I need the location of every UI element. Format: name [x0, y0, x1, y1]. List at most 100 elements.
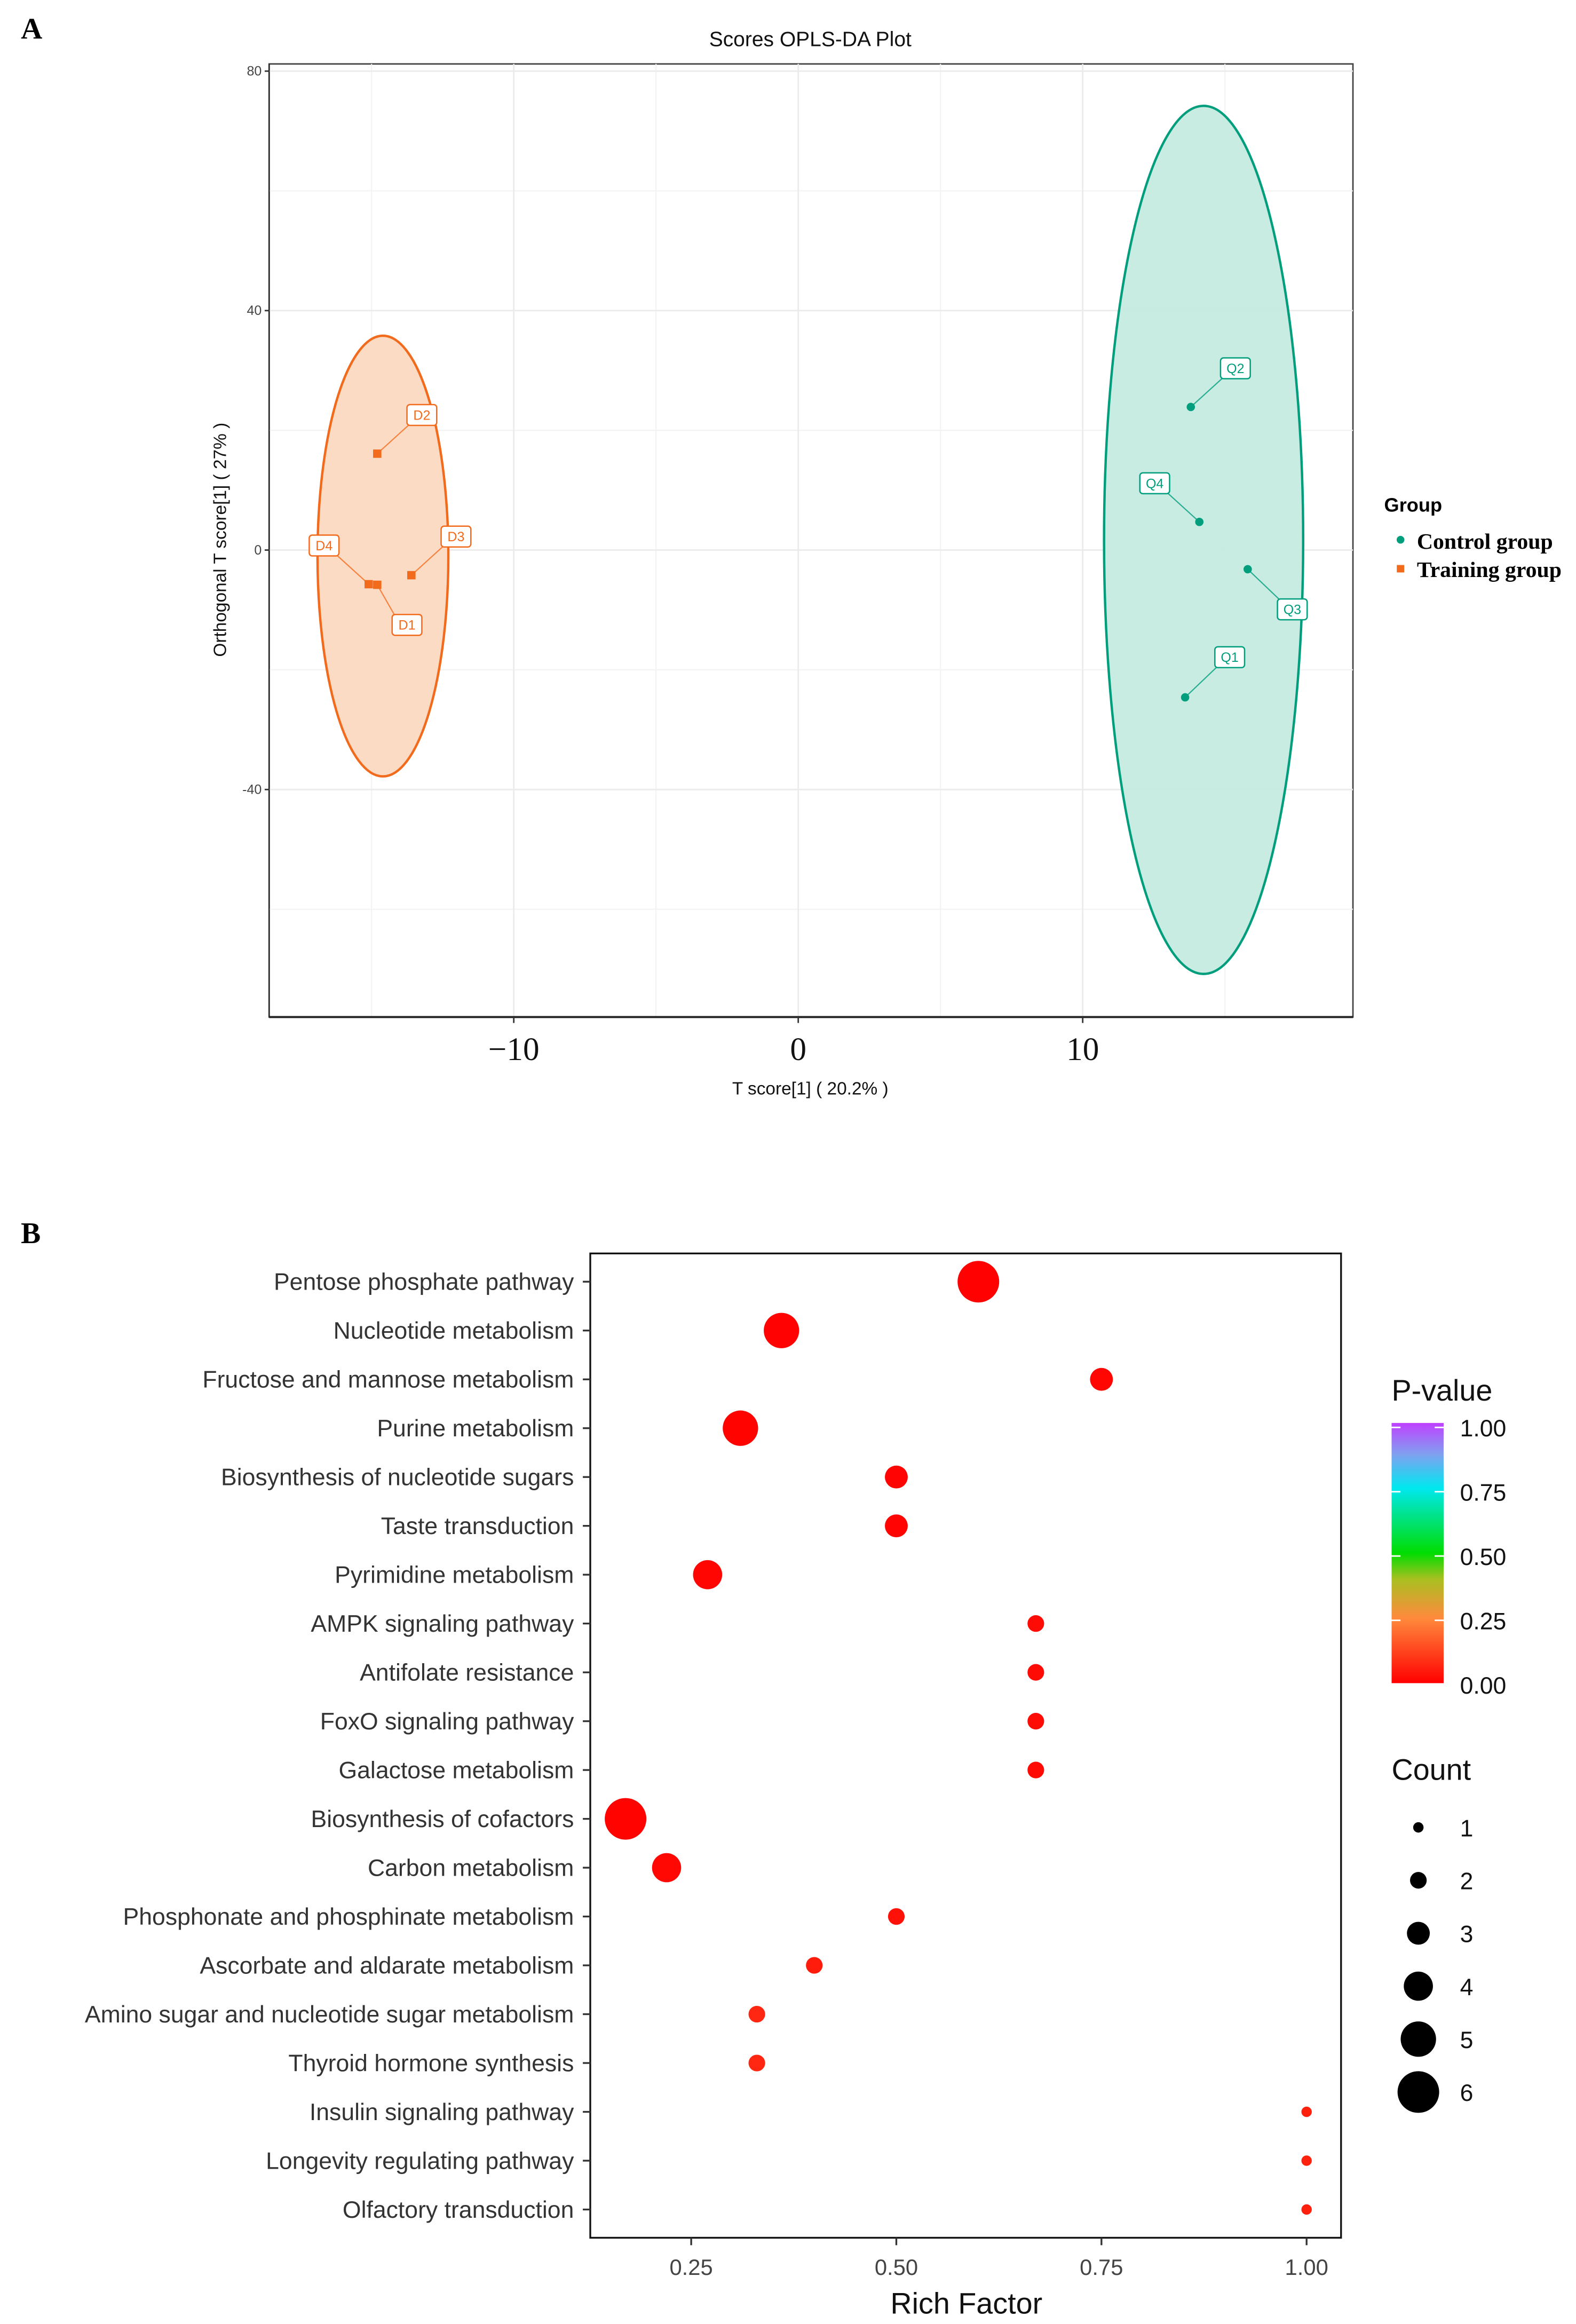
- bubble: [748, 2054, 765, 2072]
- bubble: [748, 2005, 765, 2023]
- pathway-label: Antifolate resistance: [360, 1659, 574, 1686]
- pathway-row: Antifolate resistance: [360, 1659, 1044, 1686]
- x-tick-label: −10: [488, 1031, 540, 1068]
- confidence-ellipses: [316, 105, 1305, 975]
- axes: 0.25 0.50 0.75 1.00: [669, 2238, 1328, 2280]
- pathway-row: Pentose phosphate pathway: [274, 1261, 1000, 1303]
- panel-label-a: A: [21, 12, 42, 45]
- bubble: [1301, 2204, 1312, 2215]
- count-legend-label: 3: [1460, 1922, 1474, 1948]
- point-label-box: [1277, 598, 1308, 621]
- pathway-label: AMPK signaling pathway: [311, 1611, 574, 1637]
- point-label: Q2: [1226, 361, 1244, 376]
- pathway-label: Biosynthesis of cofactors: [311, 1806, 574, 1832]
- colorbar-tick-label: 0.25: [1460, 1608, 1507, 1634]
- pathway-label: Taste transduction: [381, 1513, 574, 1539]
- pathway-row: Thyroid hormone synthesis: [288, 2050, 765, 2076]
- count-legend: Count 1 2 3 4 5 6: [1391, 1753, 1473, 2113]
- bubble: [1027, 1664, 1044, 1681]
- point-label: Q3: [1284, 603, 1301, 618]
- count-legend-label: 5: [1460, 2027, 1474, 2053]
- axes: −10 0 10 80 40 0 -40: [242, 64, 1353, 1068]
- pathway-row: Fructose and mannose metabolism: [202, 1367, 1113, 1393]
- pathway-label: Ascorbate and aldarate metabolism: [200, 1953, 574, 1979]
- bubble: [723, 1410, 758, 1446]
- count-legend-marker: [1407, 1922, 1430, 1945]
- kegg-enrichment-bubble-plot: Pentose phosphate pathway Nucleotide meta…: [85, 1252, 1506, 2320]
- point-label: Q1: [1221, 650, 1238, 665]
- count-legend-marker: [1404, 1971, 1433, 2001]
- data-point: [407, 571, 416, 580]
- label-leader-line: [1184, 666, 1218, 698]
- legend-marker-control: [1396, 535, 1405, 544]
- pvalue-colorbar: [1391, 1422, 1444, 1683]
- point-label: Q4: [1146, 476, 1163, 491]
- pathway-label: FoxO signaling pathway: [320, 1709, 574, 1735]
- x-tick-label: 1.00: [1285, 2255, 1328, 2280]
- count-legend-marker: [1413, 1822, 1424, 1833]
- y-tick-label: 40: [247, 303, 262, 318]
- bubble: [764, 1313, 799, 1348]
- pathway-row: Pyrimidine metabolism: [335, 1560, 723, 1590]
- point-label: D4: [315, 539, 332, 554]
- pathway-row: Insulin signaling pathway: [310, 2099, 1312, 2125]
- count-legend-marker: [1397, 2071, 1439, 2113]
- colorbar-tick-label: 1.00: [1460, 1416, 1507, 1442]
- y-tick-label: -40: [242, 782, 262, 797]
- pathway-row: AMPK signaling pathway: [311, 1611, 1044, 1637]
- sample-points: Q1 Q2 Q3 Q4 D1 D2 D3 D4: [308, 357, 1308, 702]
- bubble: [1301, 2106, 1312, 2117]
- bubble: [1027, 1713, 1044, 1730]
- point-label-box: [308, 534, 340, 557]
- point-label-box: [440, 525, 472, 548]
- pathway-row: Amino sugar and nucleotide sugar metabol…: [85, 2002, 765, 2028]
- legend-title: Group: [1384, 494, 1443, 516]
- count-legend-marker: [1400, 2021, 1436, 2057]
- bubble: [888, 1908, 905, 1925]
- y-tick-label: 80: [247, 64, 262, 79]
- legend-entry-training: Training group: [1417, 558, 1562, 582]
- pathway-row: Longevity regulating pathway: [266, 2148, 1312, 2174]
- label-leader-line: [411, 545, 445, 576]
- data-point: [1244, 565, 1252, 574]
- x-tick-label: 0.75: [1080, 2255, 1123, 2280]
- opls-da-plot: Scores OPLS-DA Plot Q1 Q2 Q3 Q4 D1 D2 D3 D4 −10…: [211, 28, 1562, 1098]
- pathway-row: Carbon metabolism: [368, 1853, 682, 1883]
- pvalue-legend-title: P-value: [1391, 1374, 1492, 1407]
- pathway-row: Taste transduction: [381, 1513, 908, 1539]
- pathway-row: Phosphonate and phosphinate metabolism: [123, 1904, 905, 1930]
- bubble: [885, 1465, 908, 1489]
- bubble: [693, 1560, 723, 1590]
- bubble: [806, 1957, 823, 1974]
- pathway-label: Phosphonate and phosphinate metabolism: [123, 1904, 574, 1930]
- data-point: [373, 449, 382, 458]
- pathway-label: Carbon metabolism: [368, 1855, 574, 1881]
- colorbar-tick-label: 0.00: [1460, 1673, 1507, 1699]
- pathway-rows: Pentose phosphate pathway Nucleotide meta…: [85, 1261, 1312, 2223]
- label-leader-line: [1190, 376, 1224, 408]
- data-point: [365, 580, 373, 589]
- colorbar-tick-label: 0.75: [1460, 1480, 1507, 1506]
- pvalue-legend: P-value 1.00 0.75 0.50 0.25 0.00: [1391, 1374, 1506, 1699]
- y-axis-label: Orthogonal T score[1] ( 27% ): [211, 423, 231, 657]
- count-legend-label: 2: [1460, 1868, 1474, 1894]
- label-leader-line: [1166, 492, 1200, 523]
- x-tick-label: 0.25: [669, 2255, 712, 2280]
- pathway-row: Olfactory transduction: [343, 2197, 1312, 2223]
- data-point: [1195, 518, 1204, 526]
- bubble: [605, 1798, 647, 1840]
- x-tick-label: 0: [790, 1031, 806, 1068]
- confidence-ellipse-control: [1103, 105, 1305, 975]
- pathway-label: Nucleotide metabolism: [334, 1318, 574, 1344]
- pathway-label: Pentose phosphate pathway: [274, 1269, 574, 1295]
- bubble: [1027, 1761, 1044, 1778]
- pathway-label: Fructose and mannose metabolism: [202, 1367, 574, 1393]
- x-tick-label: 0.50: [875, 2255, 918, 2280]
- pathway-label: Purine metabolism: [377, 1416, 574, 1442]
- pathway-row: Biosynthesis of cofactors: [311, 1798, 647, 1840]
- pathway-label: Longevity regulating pathway: [266, 2148, 574, 2174]
- data-point: [1186, 402, 1195, 412]
- pathway-label: Biosynthesis of nucleotide sugars: [221, 1465, 574, 1491]
- bubble: [1090, 1367, 1113, 1391]
